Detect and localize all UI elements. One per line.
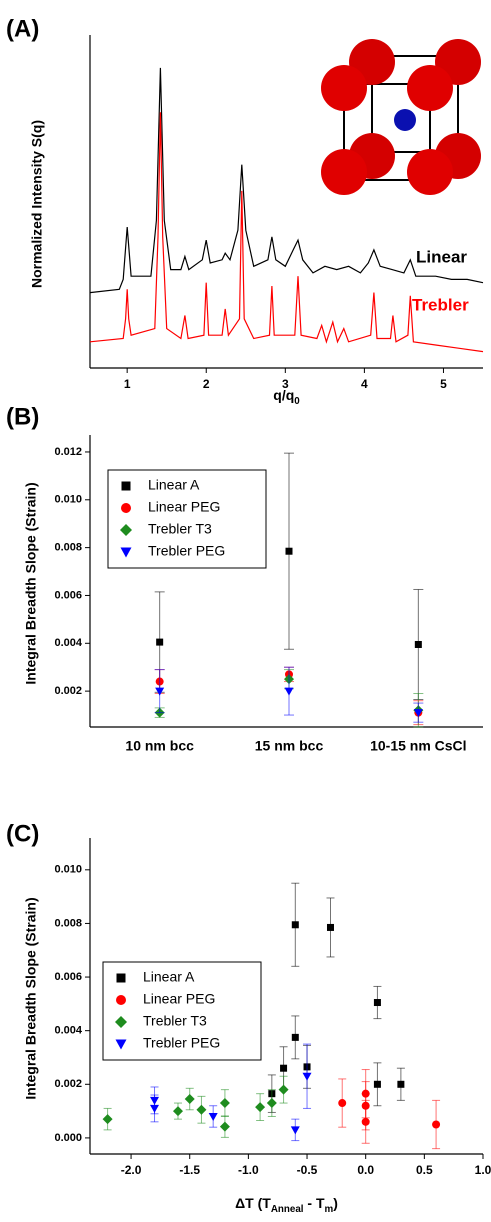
x-tick-label: 4 <box>361 377 368 391</box>
x-axis-title-part: ) <box>333 1195 338 1211</box>
marker <box>219 1098 230 1109</box>
y-tick-label: 0.000 <box>54 1132 82 1144</box>
marker <box>208 1112 218 1121</box>
x-tick-label: 1 <box>124 377 131 391</box>
legend-label: Trebler T3 <box>143 1013 207 1029</box>
x-tick-label: 0.0 <box>357 1163 374 1177</box>
y-tick-label: 0.008 <box>54 542 82 554</box>
y-tick-label: 0.010 <box>54 864 82 876</box>
marker <box>102 1114 113 1125</box>
y-tick-label: 0.012 <box>54 446 82 458</box>
marker <box>184 1094 195 1105</box>
x-tick-label: 5 <box>440 377 447 391</box>
x-axis-title: ΔT (TAnneal - Tm) <box>235 1195 338 1215</box>
marker <box>291 921 299 929</box>
legend-label: Linear PEG <box>148 499 220 515</box>
x-axis-title-part: m <box>325 1204 334 1215</box>
legend-label: Linear A <box>148 477 200 493</box>
marker <box>361 1117 370 1126</box>
marker <box>278 1084 289 1095</box>
legend-marker <box>116 995 126 1005</box>
x-tick-label: 1.0 <box>475 1163 491 1177</box>
marker <box>172 1106 183 1117</box>
line <box>89 112 484 353</box>
legend-marker <box>120 547 132 558</box>
x-tick-label: -0.5 <box>297 1163 318 1177</box>
x-tick-label: 2 <box>203 377 210 391</box>
marker <box>255 1102 266 1113</box>
y-tick-label: 0.010 <box>54 494 82 506</box>
annotation: Linear <box>416 247 467 266</box>
y-axis-title: Normalized Intensity S(q) <box>29 120 45 288</box>
bcc-unit-cell <box>321 39 481 195</box>
panel-label: (B) <box>6 403 39 430</box>
marker <box>280 1064 288 1072</box>
y-tick-label: 0.008 <box>54 917 82 929</box>
x-tick-label: 0.5 <box>416 1163 433 1177</box>
marker <box>326 923 334 931</box>
legend-marker <box>121 481 131 491</box>
y-axis-title: Integral Breadth Slope (Strain) <box>23 482 39 684</box>
legend-label: Linear A <box>143 969 195 985</box>
marker <box>196 1104 207 1115</box>
x-axis-title-part: Anneal <box>271 1204 304 1215</box>
x-axis-title-part: q/q <box>273 387 294 403</box>
y-tick-label: 0.002 <box>54 1078 82 1090</box>
marker <box>338 1099 347 1108</box>
legend-marker <box>121 503 131 513</box>
x-tick-label: -1.5 <box>179 1163 200 1177</box>
marker <box>432 1120 441 1129</box>
legend-label: Linear PEG <box>143 991 215 1007</box>
x-axis-title-part: - T <box>304 1195 325 1211</box>
marker <box>397 1080 405 1088</box>
marker <box>155 687 165 696</box>
marker <box>414 640 422 648</box>
marker <box>150 1104 160 1113</box>
x-tick-label: 3 <box>282 377 289 391</box>
line <box>89 67 484 294</box>
marker <box>266 1098 277 1109</box>
marker <box>413 709 423 718</box>
marker <box>291 1033 299 1041</box>
marker <box>219 1121 230 1132</box>
legend-marker <box>115 1039 127 1050</box>
marker <box>373 999 381 1007</box>
x-axis-title-part: 0 <box>294 396 300 407</box>
marker <box>284 687 294 696</box>
marker <box>156 638 164 646</box>
panel-label: (A) <box>6 15 39 42</box>
y-tick-label: 0.006 <box>54 589 82 601</box>
legend-marker <box>115 1016 127 1028</box>
panel-label: (C) <box>6 820 39 847</box>
x-axis-title-part: ΔT (T <box>235 1195 271 1211</box>
legend-label: Trebler PEG <box>148 543 225 559</box>
x-tick-label: 10 nm bcc <box>125 738 194 754</box>
marker <box>373 1080 381 1088</box>
y-tick-label: 0.004 <box>54 1025 82 1037</box>
x-axis-title: q/q0 <box>273 387 300 407</box>
marker <box>290 1126 300 1135</box>
x-tick-label: 10-15 nm CsCl <box>370 738 466 754</box>
legend-box <box>102 961 262 1061</box>
legend-marker <box>116 973 126 983</box>
marker <box>302 1072 312 1081</box>
y-tick-label: 0.002 <box>54 685 82 697</box>
marker <box>285 547 293 555</box>
legend-marker <box>120 524 132 536</box>
y-axis-title: Integral Breadth Slope (Strain) <box>23 897 39 1099</box>
legend-label: Trebler PEG <box>143 1035 220 1051</box>
x-tick-label: -2.0 <box>121 1163 142 1177</box>
annotation: Trebler <box>412 295 469 314</box>
y-tick-label: 0.004 <box>54 637 82 649</box>
x-tick-label: 15 nm bcc <box>255 738 324 754</box>
x-tick-label: -1.0 <box>238 1163 259 1177</box>
y-tick-label: 0.006 <box>54 971 82 983</box>
legend-box <box>107 469 267 569</box>
legend-label: Trebler T3 <box>148 521 212 537</box>
